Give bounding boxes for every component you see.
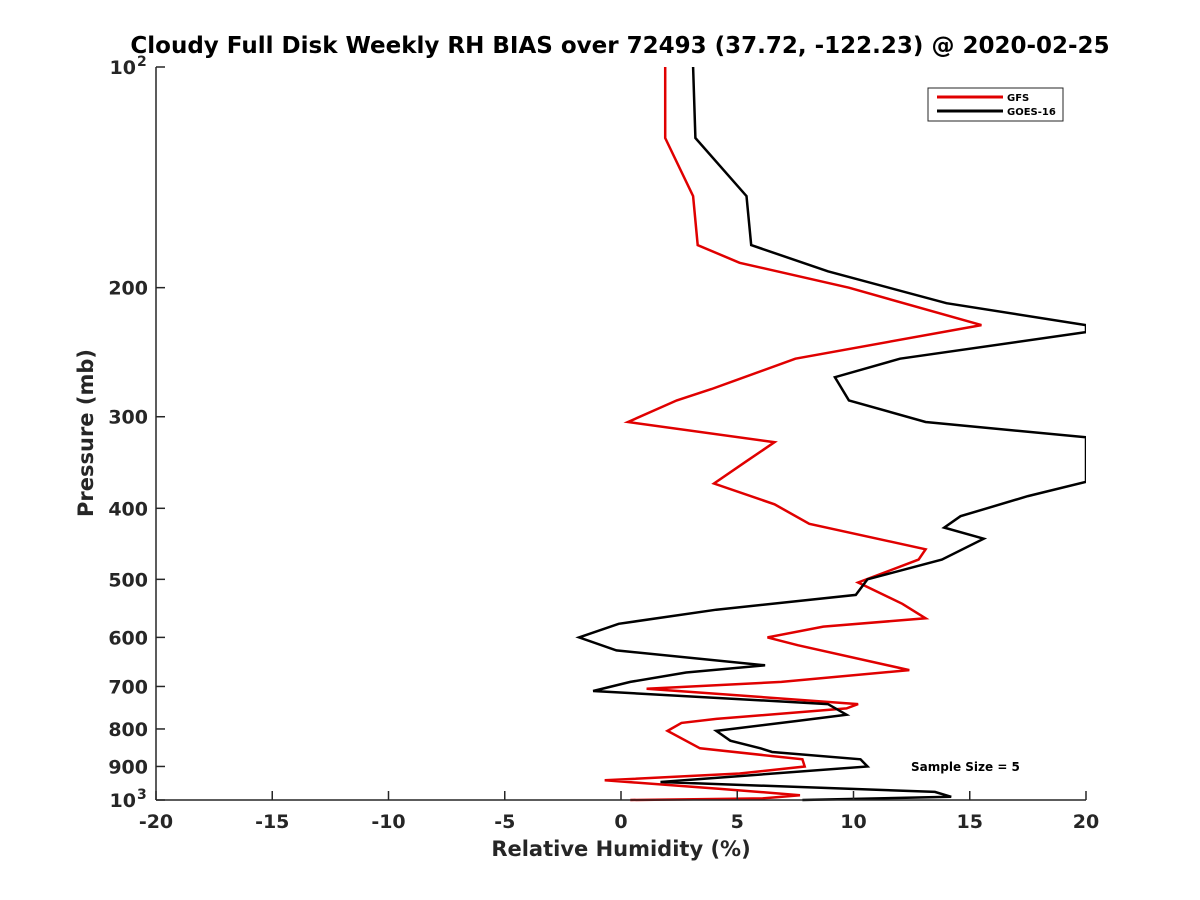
y-tick-label: 800 xyxy=(108,719,148,741)
x-tick-label: 0 xyxy=(614,811,627,833)
sample-size-annotation: Sample Size = 5 xyxy=(911,760,1020,774)
y-tick-label: 900 xyxy=(108,756,148,778)
legend: GFS GOES-16 xyxy=(927,87,1064,122)
y-tick-label: 200 xyxy=(108,278,148,300)
x-axis-label: Relative Humidity (%) xyxy=(491,837,750,861)
plot-area xyxy=(156,67,1086,800)
y-tick-label: 500 xyxy=(108,569,148,591)
y-tick-label: 600 xyxy=(108,627,148,649)
x-tick-label: -10 xyxy=(371,811,405,833)
y-tick-label: 10 xyxy=(110,790,136,812)
x-tick-label: -15 xyxy=(255,811,289,833)
legend-label-gfs: GFS xyxy=(1007,93,1029,104)
series-line-gfs xyxy=(604,67,982,802)
series-line-goes16 xyxy=(575,66,1086,802)
y-axis-label: Pressure (mb) xyxy=(74,349,98,517)
series-layer xyxy=(575,66,1086,802)
chart-title: Cloudy Full Disk Weekly RH BIAS over 724… xyxy=(130,33,1109,59)
y-tick-label: 700 xyxy=(108,676,148,698)
legend-box xyxy=(927,87,1064,122)
x-tick-label: 20 xyxy=(1073,811,1099,833)
y-tick-exponent: 2 xyxy=(137,54,147,70)
x-axis-ticks: -20 -15 -10 -5 0 5 10 15 20 xyxy=(139,791,1099,833)
x-tick-label: -20 xyxy=(139,811,173,833)
x-tick-label: 10 xyxy=(840,811,866,833)
x-tick-label: 15 xyxy=(957,811,983,833)
legend-label-goes16: GOES-16 xyxy=(1007,107,1056,118)
y-tick-label: 400 xyxy=(108,498,148,520)
x-tick-label: 5 xyxy=(731,811,744,833)
y-tick-label: 10 xyxy=(110,57,136,79)
x-tick-label: -5 xyxy=(494,811,515,833)
y-tick-label: 300 xyxy=(108,407,148,429)
y-tick-exponent: 3 xyxy=(137,787,147,803)
